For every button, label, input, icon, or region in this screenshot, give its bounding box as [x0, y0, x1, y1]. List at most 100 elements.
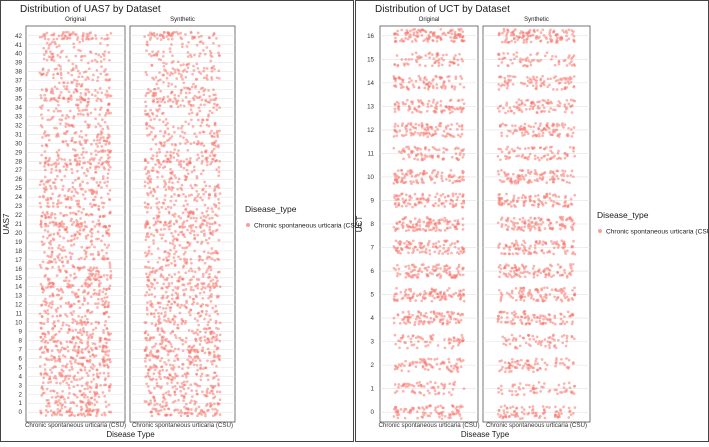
data-point	[67, 350, 70, 353]
data-point	[206, 257, 209, 260]
data-point	[96, 306, 99, 309]
data-point	[187, 282, 190, 285]
data-point	[49, 381, 52, 384]
x-axis-label: Disease Type	[106, 430, 155, 439]
data-point	[77, 414, 80, 417]
data-point	[66, 226, 69, 229]
data-point	[84, 109, 87, 112]
data-point	[196, 287, 199, 290]
data-point	[81, 136, 84, 139]
data-point	[108, 198, 111, 201]
data-point	[421, 124, 424, 127]
data-point	[454, 226, 457, 229]
data-point	[93, 266, 96, 269]
data-point	[91, 396, 94, 399]
data-point	[451, 410, 454, 413]
data-point	[94, 195, 97, 198]
data-point	[67, 384, 70, 387]
data-point	[178, 194, 181, 197]
data-point	[439, 125, 442, 128]
data-point	[102, 288, 105, 291]
data-point	[158, 375, 161, 378]
data-point	[405, 205, 408, 208]
data-point	[182, 204, 185, 207]
data-point	[156, 97, 159, 100]
data-point	[443, 265, 446, 268]
data-point	[457, 64, 460, 67]
data-point	[203, 232, 206, 235]
data-point	[177, 255, 180, 258]
data-point	[77, 288, 80, 291]
data-point	[147, 203, 150, 206]
data-point	[104, 306, 107, 309]
data-point	[218, 166, 221, 169]
data-point	[440, 174, 443, 177]
data-point	[193, 332, 196, 335]
data-point	[56, 133, 59, 136]
data-point	[192, 349, 195, 352]
data-point	[182, 136, 185, 139]
data-point	[213, 286, 216, 289]
data-point	[184, 142, 187, 145]
data-point	[219, 321, 222, 324]
data-point	[74, 212, 77, 215]
data-point	[61, 249, 64, 252]
data-point	[455, 180, 458, 183]
data-point	[45, 286, 48, 289]
data-point	[397, 251, 400, 254]
y-tick-label: 0	[19, 409, 23, 416]
data-point	[49, 302, 52, 305]
data-point	[436, 264, 439, 267]
data-point	[407, 170, 410, 173]
data-point	[411, 175, 414, 178]
data-point	[444, 295, 447, 298]
data-point	[426, 83, 429, 86]
data-point	[75, 104, 78, 107]
data-point	[84, 142, 87, 145]
data-point	[60, 222, 63, 225]
data-point	[185, 92, 188, 95]
data-point	[442, 270, 445, 273]
data-point	[97, 162, 100, 165]
data-point	[191, 86, 194, 89]
data-point	[173, 193, 176, 196]
data-point	[173, 94, 176, 97]
data-point	[155, 109, 158, 112]
data-point	[78, 157, 81, 160]
data-point	[55, 382, 58, 385]
data-point	[408, 105, 411, 108]
data-point	[165, 62, 168, 65]
data-point	[402, 158, 405, 161]
data-point	[452, 203, 455, 206]
data-point	[82, 34, 85, 37]
data-point	[179, 104, 182, 107]
data-point	[166, 259, 169, 262]
data-point	[210, 207, 213, 210]
data-point	[447, 358, 450, 361]
data-point	[173, 323, 176, 326]
data-point	[58, 399, 61, 402]
data-point	[88, 269, 91, 272]
y-tick-label: 1	[19, 400, 23, 407]
data-point	[206, 74, 209, 77]
data-point	[82, 113, 85, 116]
data-point	[145, 105, 148, 108]
data-point	[428, 240, 431, 243]
data-point	[92, 199, 95, 202]
data-point	[409, 180, 412, 183]
data-point	[70, 284, 73, 287]
data-point	[445, 272, 448, 275]
data-point	[87, 97, 90, 100]
data-point	[70, 235, 73, 238]
data-point	[407, 145, 410, 148]
data-point	[438, 200, 441, 203]
data-point	[77, 346, 80, 349]
data-point	[437, 392, 440, 395]
data-point	[456, 122, 459, 125]
data-point	[422, 297, 425, 300]
data-point	[403, 242, 406, 245]
data-point	[407, 264, 410, 267]
data-point	[446, 322, 449, 325]
data-point	[446, 132, 449, 135]
data-point	[200, 216, 203, 219]
